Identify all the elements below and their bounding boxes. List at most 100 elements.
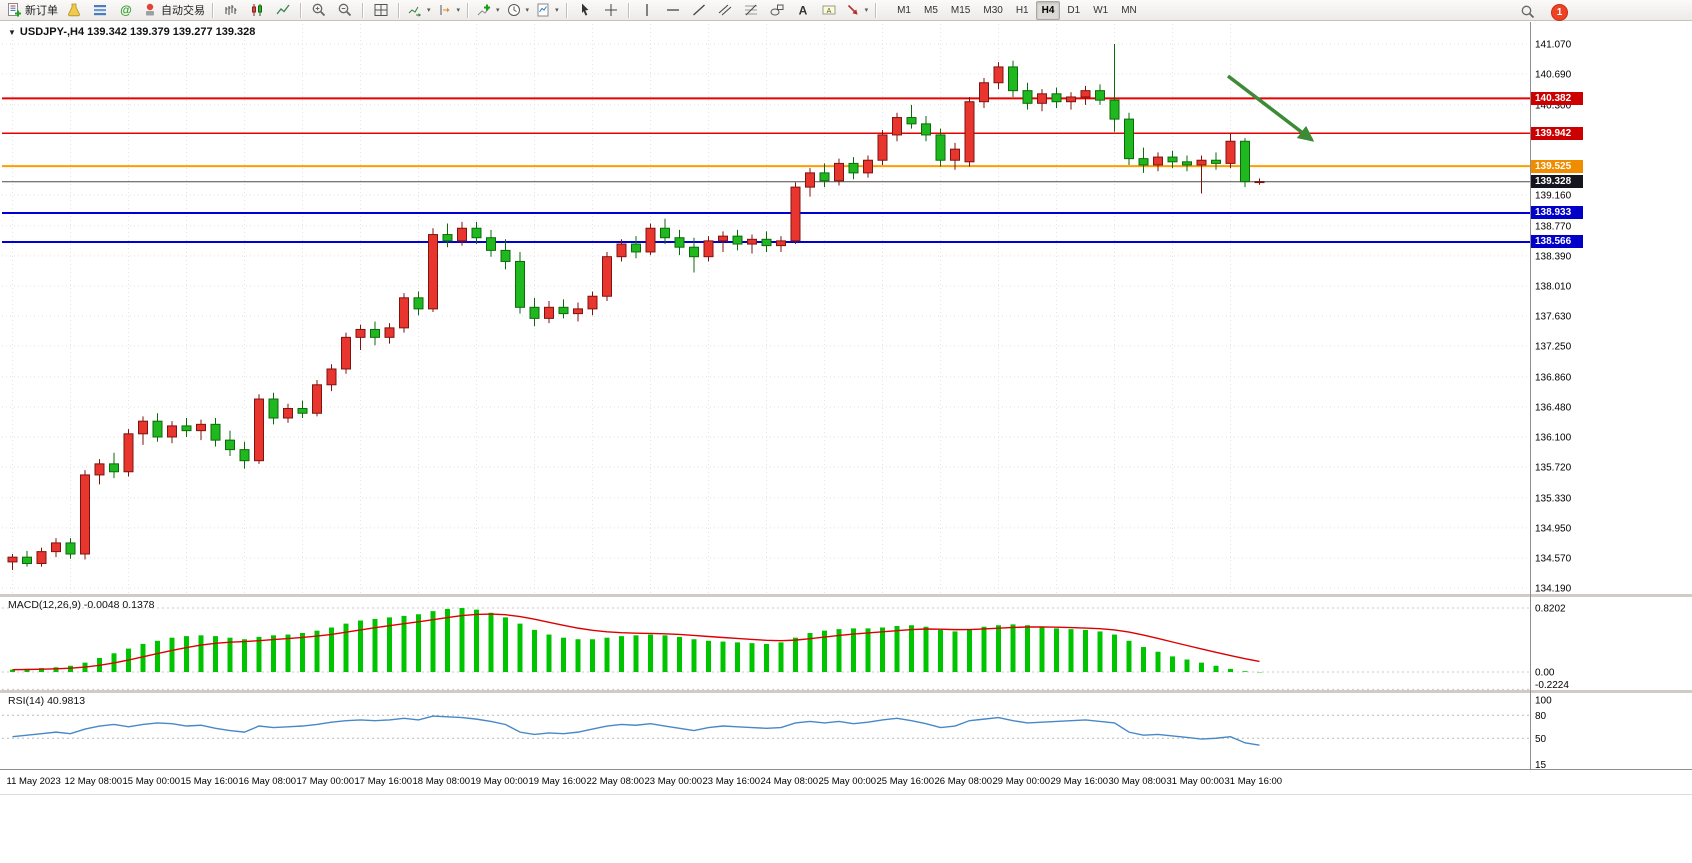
svg-text:15: 15: [1535, 760, 1547, 771]
svg-text:136.100: 136.100: [1535, 432, 1572, 443]
svg-text:-0.2224: -0.2224: [1535, 680, 1569, 691]
zoom-out-icon: [338, 3, 352, 17]
macd-signal-line: [12, 613, 1260, 671]
svg-text:23 May 00:00: 23 May 00:00: [645, 776, 703, 787]
svg-text:A: A: [798, 4, 807, 18]
notification-badge[interactable]: 1: [1551, 3, 1568, 21]
navigator-button[interactable]: @: [113, 0, 139, 20]
vertical-line-tool[interactable]: [634, 0, 660, 20]
price-label-138.566: 138.566: [1531, 235, 1583, 249]
auto-scroll-button[interactable]: ▾: [404, 0, 434, 20]
cursor-icon: [581, 3, 589, 16]
price-label-139.525: 139.525: [1531, 159, 1583, 173]
timeframe-m30[interactable]: M30: [983, 4, 1003, 16]
horizontal-line-icon: [666, 9, 679, 11]
text-icon: A: [798, 4, 807, 18]
text-tool[interactable]: A: [790, 0, 816, 20]
timeframe-m5[interactable]: M5: [924, 4, 938, 16]
time-axis[interactable]: 11 May 2023 12 May 08:00 15 May 00:00 15 Ma…: [7, 776, 1283, 787]
cursor-button[interactable]: [572, 0, 598, 20]
arrow-objects-icon: [847, 4, 858, 15]
price-label-139.328: 139.328: [1531, 175, 1583, 189]
add-indicator-icon: [477, 4, 491, 16]
svg-text:141.070: 141.070: [1535, 40, 1572, 51]
candles: [7, 44, 1265, 570]
svg-text:134.570: 134.570: [1535, 553, 1572, 564]
timeframe-h1[interactable]: H1: [1015, 4, 1029, 16]
svg-text:15 May 16:00: 15 May 16:00: [181, 776, 239, 787]
auto-trading-icon: [146, 3, 154, 16]
panel-frames: [0, 22, 1692, 795]
crosshair-button[interactable]: [598, 0, 624, 20]
tile-windows-button[interactable]: [368, 0, 394, 20]
svg-text:23 May 16:00: 23 May 16:00: [703, 776, 761, 787]
new-order-button[interactable]: 新订单: [3, 0, 61, 20]
timeframe-w1[interactable]: W1: [1093, 4, 1109, 16]
svg-text:137.250: 137.250: [1535, 342, 1572, 353]
dropdown-caret-icon: ▾: [525, 6, 530, 14]
periods-button[interactable]: ▾: [503, 0, 533, 20]
rsi-line: [12, 715, 1260, 746]
dropdown-caret-icon: ▾: [427, 6, 431, 14]
svg-text:22 May 08:00: 22 May 08:00: [587, 776, 645, 787]
timeframe-m1[interactable]: M1: [897, 4, 911, 16]
trend-arrow-annotation[interactable]: [1226, 74, 1315, 142]
svg-text:29 May 16:00: 29 May 16:00: [1051, 776, 1109, 787]
fibonacci-tool[interactable]: [738, 0, 764, 20]
svg-text:80: 80: [1535, 711, 1547, 722]
chart-shift-button[interactable]: ▾: [434, 0, 464, 20]
search-button[interactable]: [1515, 2, 1541, 22]
tile-windows-icon: [374, 4, 388, 16]
line-chart-button[interactable]: [270, 0, 296, 20]
svg-text:135.330: 135.330: [1535, 493, 1572, 504]
candlestick-icon: [252, 4, 262, 16]
trendline-tool[interactable]: [686, 0, 712, 20]
horizontal-line-tool[interactable]: [660, 0, 686, 20]
timeframe-mn[interactable]: MN: [1121, 4, 1137, 16]
svg-text:11 May 2023: 11 May 2023: [7, 776, 61, 787]
flask-icon: [68, 3, 80, 17]
svg-text:29 May 00:00: 29 May 00:00: [993, 776, 1051, 787]
price-label-140.382: 140.382: [1531, 91, 1583, 105]
timeframe-d1[interactable]: D1: [1067, 4, 1081, 16]
svg-text:31 May 16:00: 31 May 16:00: [1225, 776, 1283, 787]
list-icon: [94, 5, 106, 16]
svg-text:26 May 08:00: 26 May 08:00: [935, 776, 993, 787]
toolbar-separator: [300, 2, 302, 18]
svg-text:136.860: 136.860: [1535, 372, 1572, 383]
channel-tool[interactable]: [712, 0, 738, 20]
svg-text:138.390: 138.390: [1535, 251, 1572, 262]
text-label-tool[interactable]: A: [816, 0, 842, 20]
timeframe-m15[interactable]: M15: [950, 4, 971, 16]
svg-text:@: @: [120, 3, 132, 17]
zoom-in-button[interactable]: [306, 0, 332, 20]
market-watch-button[interactable]: [61, 0, 87, 20]
search-icon: [1521, 5, 1535, 19]
svg-text:24 May 08:00: 24 May 08:00: [761, 776, 819, 787]
toolbar-separator: [362, 2, 364, 18]
svg-text:18 May 08:00: 18 May 08:00: [413, 776, 471, 787]
svg-text:19 May 00:00: 19 May 00:00: [471, 776, 529, 787]
svg-text:16 May 08:00: 16 May 08:00: [239, 776, 297, 787]
data-window-button[interactable]: [87, 0, 113, 20]
bar-chart-button[interactable]: [218, 0, 244, 20]
auto-trading-button[interactable]: 自动交易: [139, 0, 208, 20]
templates-button[interactable]: ▾: [532, 0, 562, 20]
shapes-tool[interactable]: [764, 0, 790, 20]
bar-chart-icon: [225, 5, 237, 15]
symbol-info: ▼ USDJPY-,H4 139.342 139.379 139.277 139…: [8, 26, 255, 38]
horizontal-lines[interactable]: [2, 97, 1530, 243]
clock-icon: [507, 4, 520, 16]
macd-indicator-label: MACD(12,26,9) -0.0048 0.1378: [8, 599, 155, 611]
zoom-out-button[interactable]: [332, 0, 358, 20]
arrows-tool[interactable]: ▾: [842, 0, 872, 20]
zoom-in-icon: [312, 3, 326, 17]
candlestick-chart-button[interactable]: [244, 0, 270, 20]
price-axis[interactable]: 141.070 140.690 140.300 139.160 138.770 138.3…: [1535, 40, 1572, 595]
timeframe-h4[interactable]: H4: [1035, 0, 1061, 20]
indicators-button[interactable]: ▾: [473, 0, 503, 20]
toolbar-separator: [627, 2, 630, 18]
toolbar-right-group: 1: [1515, 2, 1568, 22]
